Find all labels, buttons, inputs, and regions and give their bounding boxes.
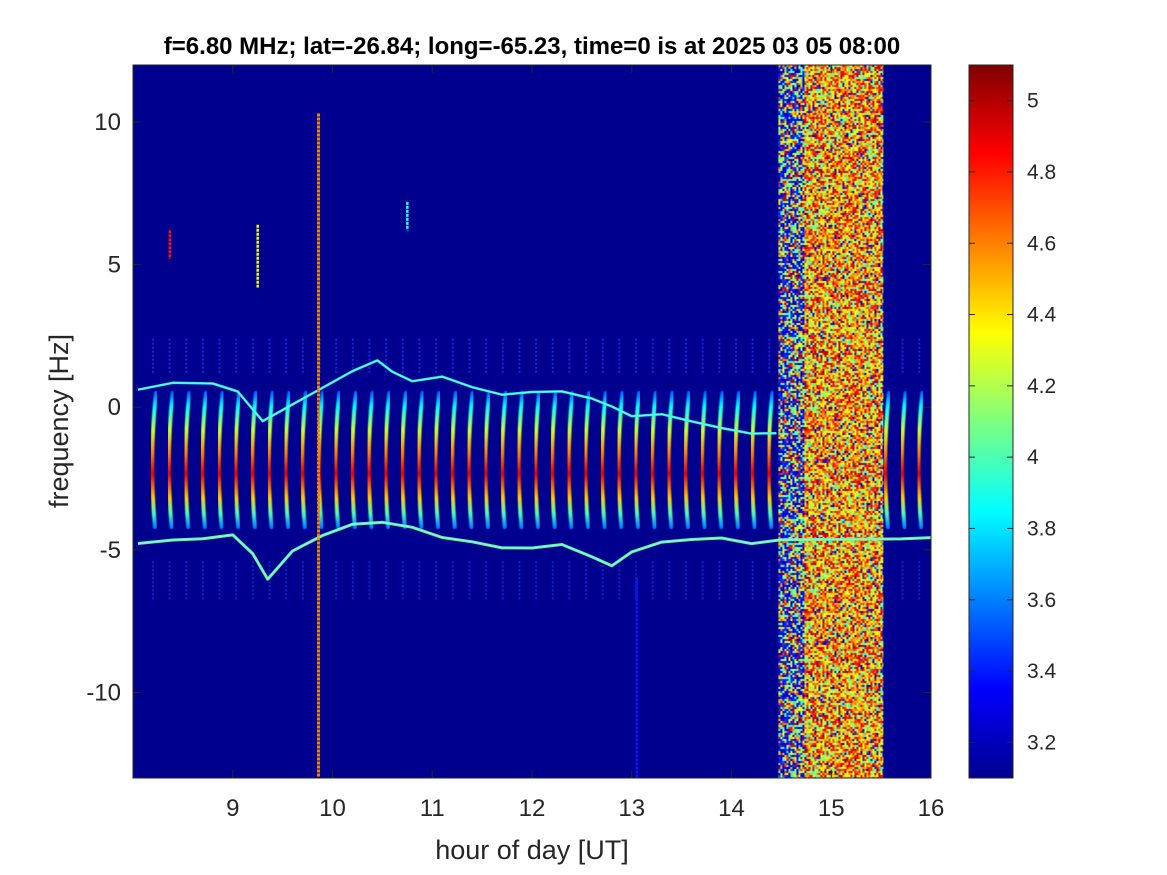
streak-15	[400, 390, 408, 530]
colorbar-tick-label: 3.6	[1027, 589, 1056, 612]
streak-22	[516, 390, 525, 530]
colorbar-tick-label: 5	[1027, 90, 1039, 113]
x-tick-label: 9	[226, 795, 239, 822]
colorbar-tick-label: 4	[1027, 446, 1039, 469]
streak-44	[883, 390, 891, 530]
streak-2	[183, 390, 192, 530]
streak-7	[266, 390, 275, 530]
colorbar: 3.2 3.4 3.6 3.8 4 4.2 4.4 4.6 4.8 5	[968, 64, 1057, 779]
colorbar-tick-label: 3.2	[1027, 731, 1056, 754]
y-axis-label: frequency [Hz]	[44, 334, 74, 508]
x-tick-label: 13	[618, 795, 645, 822]
colorbar-gradient	[969, 65, 1013, 778]
y-tick-label: -10	[86, 679, 121, 706]
streak-21	[500, 390, 508, 530]
y-tick-label: 0	[108, 394, 121, 421]
streak-3	[200, 390, 208, 530]
colorbar-tick-label: 4.6	[1027, 232, 1056, 255]
colorbar-tick-label: 3.8	[1027, 517, 1056, 540]
y-tick-label: -5	[100, 537, 121, 564]
x-axis-ticks: 9 10 11 12 13 14 15 16	[226, 65, 944, 822]
x-tick-label: 16	[918, 795, 945, 822]
streak-13	[366, 390, 375, 530]
streak-5	[233, 390, 242, 530]
streak-30	[649, 390, 658, 530]
chart-title: f=6.80 MHz; lat=-26.84; long=-65.23, tim…	[164, 33, 900, 60]
colorbar-ticks: 3.2 3.4 3.6 3.8 4 4.2 4.4 4.6 4.8 5	[969, 90, 1057, 754]
streak-23	[533, 390, 542, 530]
spectrogram-features	[137, 65, 932, 778]
streak-34	[716, 390, 725, 530]
colorbar-tick-label: 3.4	[1027, 660, 1057, 683]
streak-17	[433, 390, 442, 530]
streak-26	[583, 390, 592, 530]
streak-16	[416, 390, 425, 530]
streak-37	[766, 390, 775, 530]
streak-18	[450, 390, 458, 530]
streak-28	[616, 390, 625, 530]
streak-9	[300, 390, 308, 530]
streak-24	[549, 390, 558, 530]
y-tick-label: 5	[108, 252, 121, 279]
streak-29	[633, 390, 642, 530]
streak-4	[216, 390, 225, 530]
y-axis-ticks: -10 -5 0 5 10	[86, 109, 931, 706]
y-tick-label: 10	[94, 109, 121, 136]
streak-6	[250, 390, 258, 530]
lower-trace-highlight	[137, 521, 932, 581]
x-tick-label: 12	[519, 795, 546, 822]
streak-36	[749, 390, 758, 530]
streak-31	[666, 390, 675, 530]
streak-14	[383, 390, 392, 530]
streak-35	[733, 390, 741, 530]
noise-band	[778, 65, 884, 778]
streak-11	[333, 390, 342, 530]
x-tick-label: 10	[319, 795, 346, 822]
colorbar-tick-label: 4.2	[1027, 375, 1056, 398]
x-tick-label: 15	[818, 795, 845, 822]
streak-25	[566, 390, 575, 530]
streak-46	[916, 390, 925, 530]
streak-19	[466, 390, 475, 530]
x-tick-label: 11	[420, 795, 445, 822]
streak-0	[150, 390, 158, 530]
streak-12	[350, 390, 358, 530]
upper-trace-highlight	[137, 359, 777, 435]
streak-27	[599, 390, 608, 530]
streak-32	[683, 390, 692, 530]
x-axis-label: hour of day [UT]	[435, 835, 629, 865]
streak-33	[699, 390, 708, 530]
streak-1	[166, 390, 175, 530]
streak-20	[483, 390, 492, 530]
colorbar-tick-label: 4.8	[1027, 161, 1056, 184]
streak-45	[899, 390, 908, 530]
colorbar-frame	[968, 64, 1014, 779]
x-tick-label: 14	[718, 795, 745, 822]
plot-area	[132, 64, 932, 779]
colorbar-tick-label: 4.4	[1027, 304, 1057, 327]
